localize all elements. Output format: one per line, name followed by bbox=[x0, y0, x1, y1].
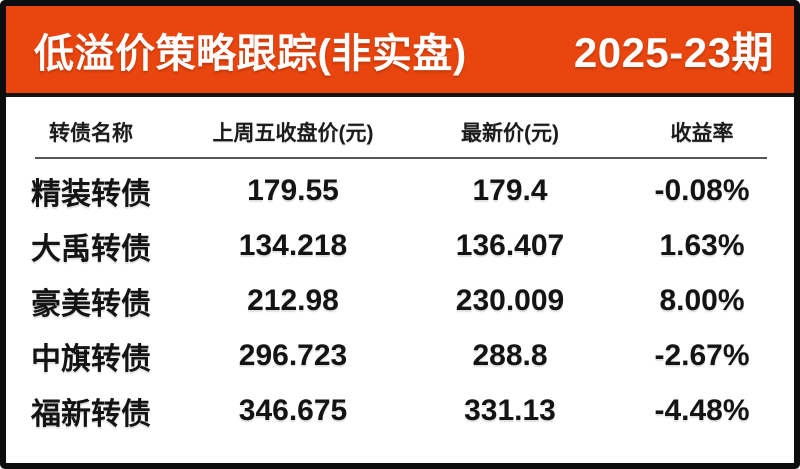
cell-last-close: 179.55 bbox=[247, 173, 339, 207]
card-header: 低溢价策略跟踪(非实盘) 2025-23期 bbox=[6, 6, 794, 97]
cell-latest-price: 331.13 bbox=[464, 393, 556, 427]
cell-last-close: 296.723 bbox=[238, 338, 348, 372]
header-divider bbox=[35, 157, 767, 159]
bond-table: 转债名称 上周五收盘价(元) 最新价(元) 收益率 精装转债 179.55 17… bbox=[6, 97, 794, 463]
cell-last-close: 346.675 bbox=[238, 393, 348, 427]
table-row: 精装转债 179.55 179.4 -0.08% bbox=[6, 163, 794, 218]
cell-bond-name: 豪美转债 bbox=[31, 287, 151, 321]
table-header-row: 转债名称 上周五收盘价(元) 最新价(元) 收益率 bbox=[6, 109, 794, 155]
cell-latest-price: 136.407 bbox=[455, 228, 565, 262]
column-header-latest-price: 最新价(元) bbox=[461, 122, 559, 145]
table-row: 中旗转债 296.723 288.8 -2.67% bbox=[6, 328, 794, 383]
period-label: 2025-23期 bbox=[573, 29, 774, 76]
column-header-bond-name: 转债名称 bbox=[49, 122, 133, 145]
cell-bond-name: 中旗转债 bbox=[31, 342, 151, 376]
cell-bond-name: 大禹转债 bbox=[31, 232, 151, 266]
cell-last-close: 212.98 bbox=[247, 283, 339, 317]
cell-bond-name: 精装转债 bbox=[31, 177, 151, 211]
cell-return-rate: 1.63% bbox=[659, 228, 745, 262]
cell-return-rate: -4.48% bbox=[654, 393, 750, 427]
cell-latest-price: 288.8 bbox=[472, 338, 548, 372]
column-header-return-rate: 收益率 bbox=[670, 122, 734, 145]
card-title: 低溢价策略跟踪(非实盘) bbox=[34, 31, 467, 76]
table-row: 大禹转债 134.218 136.407 1.63% bbox=[6, 218, 794, 273]
cell-return-rate: -2.67% bbox=[654, 338, 750, 372]
cell-return-rate: -0.08% bbox=[654, 173, 750, 207]
cell-return-rate: 8.00% bbox=[659, 283, 745, 317]
column-header-last-close: 上周五收盘价(元) bbox=[212, 122, 374, 145]
table-row: 豪美转债 212.98 230.009 8.00% bbox=[6, 273, 794, 328]
cell-bond-name: 福新转债 bbox=[31, 397, 151, 431]
cell-latest-price: 230.009 bbox=[455, 283, 565, 317]
cell-latest-price: 179.4 bbox=[472, 173, 548, 207]
table-row: 福新转债 346.675 331.13 -4.48% bbox=[6, 383, 794, 438]
cell-last-close: 134.218 bbox=[238, 228, 348, 262]
